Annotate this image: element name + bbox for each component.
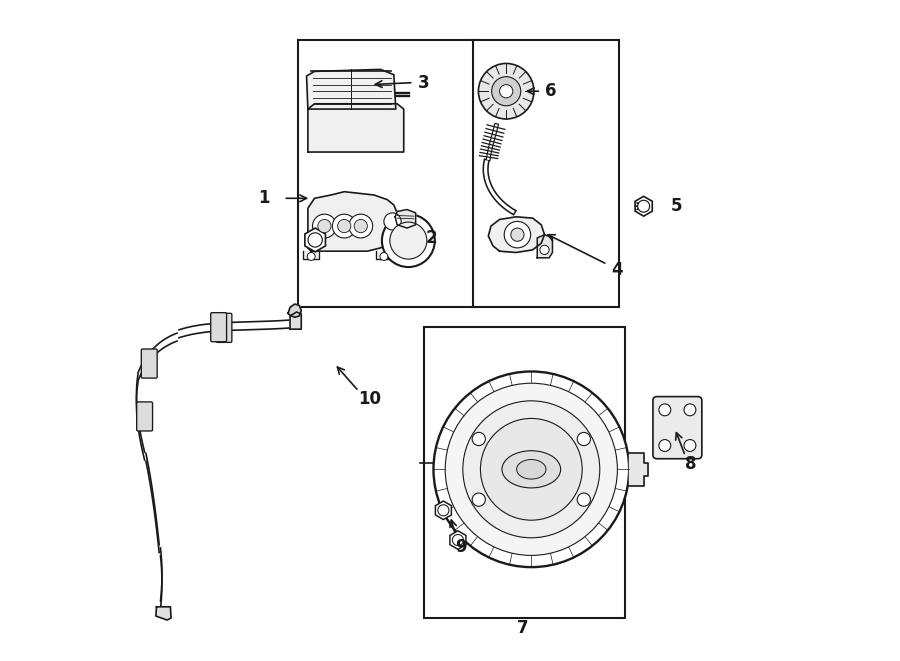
Circle shape: [504, 221, 531, 248]
Circle shape: [463, 401, 599, 538]
Polygon shape: [305, 228, 326, 252]
Polygon shape: [307, 69, 396, 109]
Text: 6: 6: [545, 82, 557, 100]
Circle shape: [540, 245, 549, 254]
Circle shape: [684, 404, 696, 416]
Circle shape: [500, 85, 513, 98]
Text: 9: 9: [454, 538, 466, 557]
FancyBboxPatch shape: [216, 313, 232, 342]
Text: 1: 1: [257, 189, 269, 208]
Polygon shape: [303, 251, 320, 259]
Polygon shape: [537, 235, 553, 258]
Bar: [473, 40, 618, 307]
Polygon shape: [290, 312, 302, 329]
Ellipse shape: [502, 451, 561, 488]
Circle shape: [332, 214, 356, 238]
Circle shape: [308, 233, 322, 247]
Circle shape: [384, 213, 401, 230]
Circle shape: [349, 214, 373, 238]
Circle shape: [307, 253, 315, 260]
Circle shape: [318, 219, 331, 233]
Polygon shape: [450, 531, 466, 549]
Text: 5: 5: [671, 197, 682, 215]
Circle shape: [312, 214, 337, 238]
Polygon shape: [635, 196, 652, 216]
Circle shape: [481, 418, 582, 520]
Text: 3: 3: [418, 73, 429, 92]
Text: 2: 2: [426, 229, 437, 247]
Circle shape: [638, 200, 650, 212]
Polygon shape: [629, 453, 648, 486]
Circle shape: [382, 214, 435, 267]
Circle shape: [355, 219, 367, 233]
Polygon shape: [395, 210, 416, 228]
Ellipse shape: [517, 459, 546, 479]
Circle shape: [659, 440, 670, 451]
Text: 8: 8: [685, 455, 697, 473]
Circle shape: [472, 432, 485, 446]
Circle shape: [491, 77, 521, 106]
Text: 7: 7: [517, 619, 528, 637]
Circle shape: [577, 493, 590, 506]
Text: 10: 10: [358, 390, 381, 408]
Polygon shape: [308, 192, 397, 251]
FancyBboxPatch shape: [211, 313, 227, 342]
FancyBboxPatch shape: [137, 402, 153, 431]
Circle shape: [390, 222, 427, 259]
Circle shape: [684, 440, 696, 451]
Circle shape: [577, 432, 590, 446]
Bar: [424, 327, 626, 618]
Polygon shape: [489, 217, 544, 253]
Polygon shape: [376, 251, 392, 259]
Circle shape: [446, 383, 617, 555]
Circle shape: [453, 535, 464, 545]
Circle shape: [434, 371, 629, 567]
Bar: [298, 40, 476, 307]
Polygon shape: [156, 607, 171, 620]
Circle shape: [437, 505, 449, 516]
Polygon shape: [436, 501, 452, 520]
Circle shape: [380, 253, 388, 260]
Text: 4: 4: [611, 260, 623, 279]
Circle shape: [479, 63, 534, 119]
Polygon shape: [308, 104, 404, 152]
Circle shape: [338, 219, 351, 233]
FancyBboxPatch shape: [141, 349, 158, 378]
Circle shape: [659, 404, 670, 416]
Circle shape: [511, 228, 524, 241]
FancyBboxPatch shape: [652, 397, 702, 459]
Circle shape: [472, 493, 485, 506]
Polygon shape: [288, 304, 302, 317]
